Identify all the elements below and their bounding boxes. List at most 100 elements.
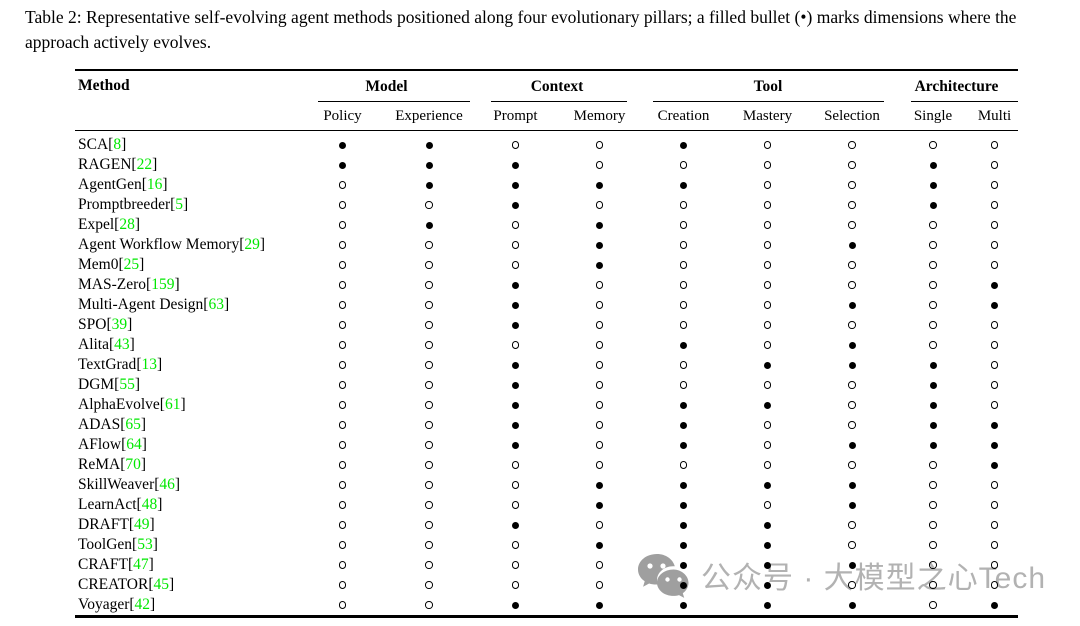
- pillar-cell: [895, 515, 971, 535]
- filled-bullet-icon: [680, 141, 687, 149]
- method-name-cell: Promptbreeder [5]: [75, 195, 300, 215]
- table-row: AlphaEvolve [61]: [75, 395, 1018, 415]
- pillar-cell: [558, 295, 641, 315]
- pillar-cell: [385, 135, 473, 155]
- pillar-cell: [473, 395, 558, 415]
- citation-bracket: [: [114, 376, 120, 393]
- pillar-cell: [385, 315, 473, 335]
- pillar-cell: [726, 575, 809, 595]
- citation-number: 64: [126, 436, 142, 453]
- citation-bracket: ]: [259, 236, 266, 253]
- citation-number: 39: [111, 316, 128, 333]
- pillar-cell: [385, 535, 473, 555]
- pillar-cell: [726, 415, 809, 435]
- open-bullet-icon: [595, 161, 604, 169]
- open-bullet-icon: [990, 241, 999, 249]
- open-bullet-icon: [763, 341, 772, 349]
- open-bullet-icon: [338, 601, 347, 609]
- pillar-cell: [385, 175, 473, 195]
- citation-number: 45: [153, 576, 170, 593]
- pillar-cell: [558, 175, 641, 195]
- pillar-cell: [473, 575, 558, 595]
- citation-bracket: ]: [157, 496, 163, 513]
- table-row: Voyager [42]: [75, 595, 1018, 615]
- open-bullet-icon: [425, 561, 433, 569]
- open-bullet-icon: [929, 321, 937, 329]
- open-bullet-icon: [763, 421, 772, 429]
- filled-bullet-icon: [425, 141, 433, 149]
- citation-bracket: [: [170, 196, 176, 213]
- open-bullet-icon: [595, 321, 604, 329]
- pillar-cell: [385, 495, 473, 515]
- pillar-cell: [300, 595, 385, 615]
- subheader-selection: Selection: [824, 107, 880, 124]
- open-bullet-icon: [848, 281, 856, 289]
- open-bullet-icon: [425, 521, 433, 529]
- filled-bullet-icon: [848, 601, 856, 609]
- citation-bracket: ]: [156, 356, 163, 373]
- pillar-cell: [895, 555, 971, 575]
- group-underline: [318, 101, 470, 102]
- pillar-cell: [385, 255, 473, 275]
- method-name-cell: SkillWeaver [46]: [75, 475, 300, 495]
- citation-bracket: [: [148, 576, 154, 593]
- filled-bullet-icon: [512, 421, 519, 429]
- filled-bullet-icon: [680, 421, 687, 429]
- pillar-cell: [809, 515, 895, 535]
- filled-bullet-icon: [680, 481, 687, 489]
- pillar-cell: [726, 175, 809, 195]
- citation-number: 159: [151, 276, 175, 293]
- table-mid-rule: [75, 130, 1018, 131]
- table-row: Promptbreeder [5]: [75, 195, 1018, 215]
- pillar-cell: [300, 275, 385, 295]
- open-bullet-icon: [848, 221, 856, 229]
- method-name-cell: AgentGen [16]: [75, 175, 300, 195]
- pillar-cell: [641, 315, 726, 335]
- table-row: Expel [28]: [75, 215, 1018, 235]
- pillar-cell: [895, 175, 971, 195]
- citation-bracket: [: [128, 516, 134, 533]
- method-name-cell: Agent Workflow Memory [29]: [75, 235, 300, 255]
- open-bullet-icon: [848, 161, 856, 169]
- open-bullet-icon: [990, 361, 999, 369]
- citation-bracket: [: [132, 536, 138, 553]
- citation-bracket: [: [109, 336, 115, 353]
- open-bullet-icon: [990, 201, 999, 209]
- filled-bullet-icon: [596, 221, 603, 229]
- filled-bullet-icon: [991, 601, 998, 609]
- method-name: RAGEN: [78, 156, 132, 173]
- open-bullet-icon: [595, 201, 604, 209]
- pillar-cell: [385, 375, 473, 395]
- method-name: Alita: [78, 336, 109, 353]
- citation-bracket: ]: [121, 136, 127, 153]
- filled-bullet-icon: [512, 181, 519, 189]
- open-bullet-icon: [425, 321, 433, 329]
- subheader-memory: Memory: [573, 107, 626, 124]
- pillar-cell: [809, 395, 895, 415]
- method-name: ADAS: [78, 416, 121, 433]
- pillar-cell: [641, 235, 726, 255]
- filled-bullet-icon: [512, 381, 519, 389]
- open-bullet-icon: [595, 461, 604, 469]
- open-bullet-icon: [425, 581, 433, 589]
- method-name: DGM: [78, 376, 115, 393]
- pillar-cell: [809, 335, 895, 355]
- pillar-cell: [809, 375, 895, 395]
- open-bullet-icon: [848, 421, 856, 429]
- citation-number: 65: [125, 416, 141, 433]
- citation-bracket: [: [129, 596, 135, 613]
- method-name-cell: Mem0 [25]: [75, 255, 300, 275]
- pillar-cell: [641, 495, 726, 515]
- method-name-cell: Multi-Agent Design [63]: [75, 295, 300, 315]
- pillar-cell: [300, 435, 385, 455]
- pillar-cell: [971, 195, 1018, 215]
- pillar-cell: [473, 415, 558, 435]
- pillar-cell: [300, 155, 385, 175]
- filled-bullet-icon: [929, 201, 937, 209]
- filled-bullet-icon: [596, 241, 603, 249]
- method-name: ToolGen: [78, 536, 133, 553]
- citation-bracket: [: [203, 296, 209, 313]
- open-bullet-icon: [595, 441, 604, 449]
- pillar-cell: [473, 595, 558, 615]
- filled-bullet-icon: [991, 461, 998, 469]
